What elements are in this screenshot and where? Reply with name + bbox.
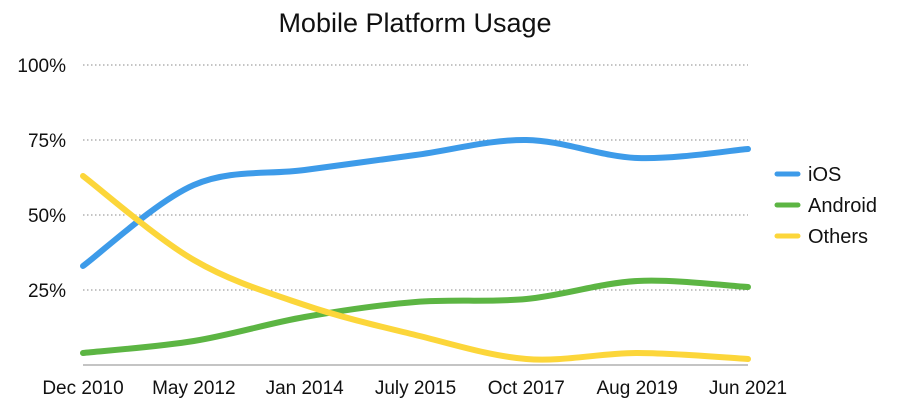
series-line-ios bbox=[80, 136, 751, 269]
y-tick-label: 50% bbox=[28, 206, 66, 227]
y-tick-label: 25% bbox=[28, 281, 66, 302]
legend: iOS Android Others bbox=[774, 164, 877, 248]
x-axis-ticks: Dec 2010 May 2012 Jan 2014 July 2015 Oct 201… bbox=[42, 378, 787, 399]
x-tick-label: Aug 2019 bbox=[596, 378, 677, 399]
series-lines bbox=[80, 136, 751, 363]
series-line-android bbox=[80, 277, 751, 356]
legend-label-others: Others bbox=[808, 226, 868, 248]
legend-label-ios: iOS bbox=[808, 164, 841, 186]
grid-lines bbox=[83, 64, 748, 366]
x-tick-label: July 2015 bbox=[375, 378, 456, 399]
y-axis-ticks: 100% 75% 50% 25% bbox=[17, 56, 66, 302]
y-tick-label: 75% bbox=[28, 131, 66, 152]
y-tick-label: 100% bbox=[17, 56, 66, 77]
x-tick-label: Dec 2010 bbox=[42, 378, 123, 399]
x-tick-label: Oct 2017 bbox=[488, 378, 565, 399]
series-line-others bbox=[80, 173, 751, 363]
chart-title: Mobile Platform Usage bbox=[278, 8, 551, 38]
x-tick-label: Jun 2021 bbox=[709, 378, 787, 399]
x-tick-label: May 2012 bbox=[152, 378, 235, 399]
x-tick-label: Jan 2014 bbox=[266, 378, 345, 399]
legend-label-android: Android bbox=[808, 195, 877, 217]
